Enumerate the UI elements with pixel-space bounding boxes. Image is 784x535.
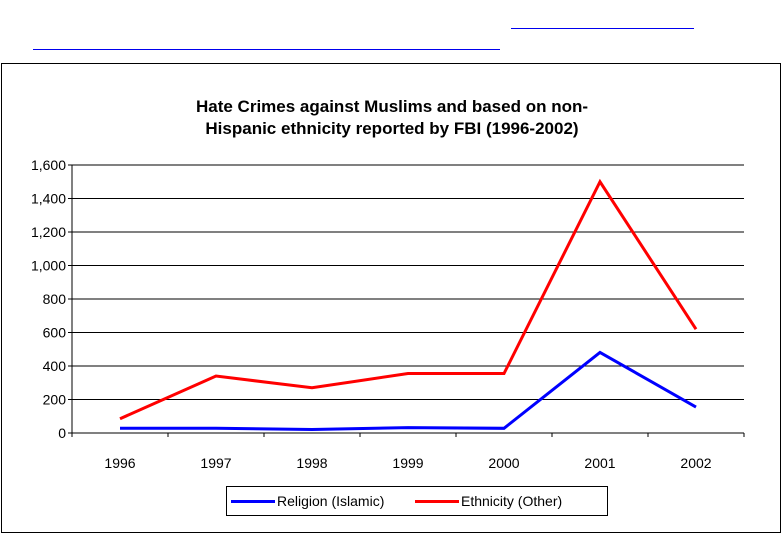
legend-item-ethnicity: Ethnicity (Other) (415, 493, 562, 509)
y-tick-label: 200 (43, 392, 67, 408)
chart-title-line-1: Hate Crimes against Muslims and based on… (195, 97, 589, 116)
x-tick-label: 1999 (392, 455, 423, 471)
x-tick-label: 2000 (488, 455, 519, 471)
y-tick-label: 1,200 (31, 224, 66, 240)
hyperlink-underline (33, 49, 500, 50)
y-tick-label: 1,400 (31, 191, 66, 207)
legend-swatch-ethnicity (415, 499, 459, 503)
x-tick-label: 1997 (200, 455, 231, 471)
y-tick-label: 1,600 (31, 157, 66, 173)
chart-area (1, 63, 781, 533)
hyperlink-underline (511, 28, 694, 29)
legend-swatch-religion (231, 499, 275, 503)
y-tick-label: 600 (43, 325, 67, 341)
chart-title: Hate Crimes against Muslims and based on… (0, 96, 784, 140)
legend-item-religion: Religion (Islamic) (231, 493, 384, 509)
y-tick-label: 0 (58, 425, 66, 441)
x-tick-label: 2001 (584, 455, 615, 471)
x-tick-label: 2002 (680, 455, 711, 471)
chart-title-line-2: Hispanic ethnicity reported by FBI (1996… (205, 119, 579, 138)
x-tick-label: 1998 (296, 455, 327, 471)
y-tick-label: 1,000 (31, 258, 66, 274)
series-line-religion (120, 350, 697, 431)
legend-label-religion: Religion (Islamic) (277, 493, 385, 509)
x-tick-label: 1996 (104, 455, 135, 471)
y-tick-label: 400 (43, 358, 67, 374)
y-tick-label: 800 (43, 291, 67, 307)
series-line-ethnicity (119, 178, 698, 421)
chart-legend: Religion (Islamic) Ethnicity (Other) (226, 486, 608, 516)
legend-label-ethnicity: Ethnicity (Other) (461, 493, 563, 509)
